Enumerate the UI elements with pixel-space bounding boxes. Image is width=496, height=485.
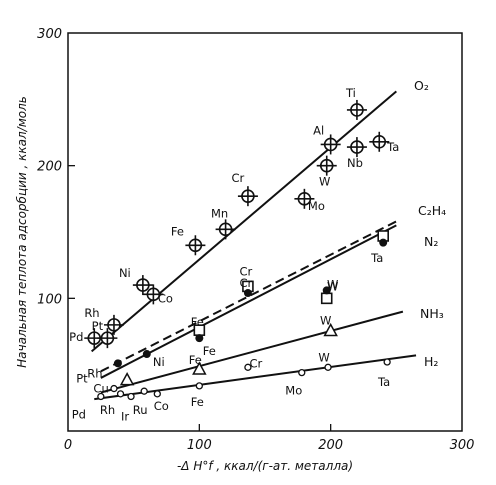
point-label: Cr: [240, 264, 253, 278]
data-point: [113, 359, 122, 368]
x-tick-label: 100: [187, 438, 212, 453]
point-label: Mo: [285, 384, 302, 398]
point-label: Co: [154, 399, 169, 413]
fit-line: [90, 90, 397, 353]
point-label: Fe: [191, 395, 204, 409]
data-point: [298, 368, 306, 377]
point-label: Ta: [386, 140, 399, 154]
data-point: [127, 392, 135, 401]
data-point: [142, 350, 151, 359]
data-point: [110, 384, 118, 393]
point-label: Ir: [121, 410, 129, 424]
point-label: Nb: [347, 156, 363, 170]
fit-line: [100, 310, 404, 394]
data-point: [237, 185, 259, 207]
point-label: Pt: [76, 372, 88, 386]
data-point: [119, 372, 135, 386]
point-label: W: [327, 277, 338, 291]
fit-line: [94, 354, 417, 401]
point-label: Rh: [84, 306, 99, 320]
point-label: Ni: [119, 266, 131, 280]
x-tick-label: 300: [450, 438, 475, 453]
data-point: [322, 286, 331, 295]
point-label: W: [318, 350, 329, 364]
data-point: [153, 390, 161, 398]
point-label: Pd: [72, 408, 86, 422]
point-label: Fe: [203, 344, 216, 358]
x-tick-label: 200: [318, 438, 343, 453]
data-point: [184, 234, 207, 257]
x-tick-label: 0: [64, 438, 72, 453]
point-label: W: [319, 175, 330, 189]
data-point: [244, 363, 252, 371]
y-axis-label: Начальная теплота адсорбции , ккал/моль: [15, 96, 29, 368]
data-point: [346, 136, 368, 158]
plot-frame: [67, 32, 463, 432]
point-label: Al: [313, 123, 324, 137]
point-label: Pt: [92, 319, 104, 333]
data-point: [315, 154, 338, 177]
y-tick-label: 200: [37, 160, 62, 175]
point-label: Co: [158, 291, 173, 305]
point-label: Mn: [211, 206, 228, 220]
point-label: W: [320, 314, 331, 328]
series-label: H₂: [424, 354, 438, 369]
point-label: Cr: [250, 356, 263, 370]
point-label: Pd: [69, 330, 83, 344]
y-tick-label: 300: [37, 27, 62, 42]
point-label: Ta: [377, 375, 390, 389]
point-label: Cr: [232, 171, 245, 185]
series-label: NH₃: [420, 306, 444, 321]
data-point: [214, 218, 237, 241]
point-label: W: [327, 279, 338, 293]
point-label: Fe: [191, 315, 204, 329]
point-label: Rh: [87, 366, 102, 380]
data-point: [379, 238, 388, 247]
point-label: Cu: [93, 382, 108, 396]
point-label: Fe: [171, 224, 184, 238]
point-label: Ti: [345, 86, 356, 100]
point-label: Mo: [308, 199, 325, 213]
data-point: [383, 358, 391, 366]
point-label: Fe: [189, 353, 202, 367]
data-point: [195, 334, 204, 343]
point-label: Cr: [240, 276, 253, 290]
point-label: Ru: [133, 403, 148, 417]
data-point: [323, 322, 338, 337]
data-point: [192, 361, 207, 375]
series-label: C₂H₄: [418, 203, 446, 218]
x-axis-label: -Δ H°f , ккал/(г-ат. металла): [177, 459, 353, 473]
point-label: Ni: [153, 355, 165, 369]
point-label: Rh: [100, 403, 115, 417]
data-point: [324, 363, 332, 371]
data-point: [140, 387, 148, 395]
data-point: [346, 99, 368, 121]
data-point: [320, 292, 333, 305]
data-point: [243, 289, 252, 298]
point-label: Ta: [370, 251, 383, 265]
series-label: O₂: [414, 78, 429, 93]
data-point: [195, 382, 203, 390]
data-point: [97, 392, 105, 401]
series-label: N₂: [424, 234, 438, 249]
y-tick-label: 100: [37, 292, 62, 307]
data-point: [116, 390, 125, 398]
